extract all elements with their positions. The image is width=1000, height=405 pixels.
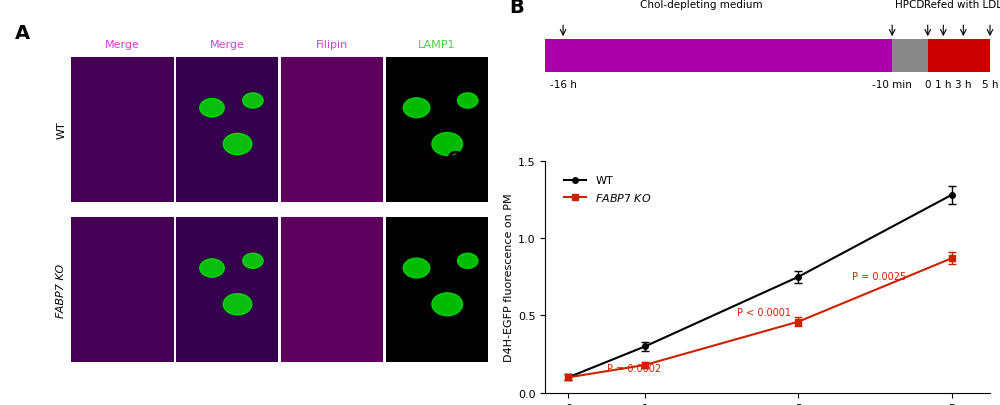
- FancyBboxPatch shape: [545, 40, 892, 72]
- Circle shape: [403, 258, 430, 278]
- FancyBboxPatch shape: [928, 40, 990, 72]
- Circle shape: [403, 98, 430, 118]
- FancyBboxPatch shape: [176, 218, 278, 362]
- Circle shape: [457, 94, 478, 109]
- Text: P < 0.0001: P < 0.0001: [737, 307, 791, 317]
- FancyBboxPatch shape: [71, 58, 174, 202]
- Circle shape: [243, 254, 263, 269]
- Legend: WT, $FABP7$ KO: WT, $FABP7$ KO: [560, 172, 656, 208]
- FancyBboxPatch shape: [892, 40, 928, 72]
- Text: C: C: [447, 150, 462, 169]
- FancyBboxPatch shape: [176, 58, 278, 202]
- Circle shape: [200, 99, 224, 117]
- Text: 1 h: 1 h: [935, 80, 952, 90]
- Circle shape: [223, 134, 252, 155]
- Circle shape: [243, 94, 263, 109]
- FancyBboxPatch shape: [281, 218, 383, 362]
- FancyBboxPatch shape: [281, 58, 383, 202]
- Text: 0: 0: [924, 80, 931, 90]
- Text: HPCD: HPCD: [895, 0, 925, 10]
- Text: FABP7 KO: FABP7 KO: [56, 263, 66, 317]
- Text: Filipin: Filipin: [316, 40, 348, 50]
- FancyBboxPatch shape: [176, 218, 278, 362]
- FancyBboxPatch shape: [386, 218, 488, 362]
- Text: WT: WT: [56, 122, 66, 139]
- FancyBboxPatch shape: [71, 218, 174, 362]
- Text: B: B: [510, 0, 524, 17]
- Text: A: A: [15, 23, 30, 43]
- FancyBboxPatch shape: [176, 58, 278, 202]
- Text: P = 0.0002: P = 0.0002: [607, 363, 661, 373]
- Text: Merge: Merge: [105, 40, 140, 50]
- Circle shape: [457, 254, 478, 269]
- FancyBboxPatch shape: [281, 218, 383, 362]
- Circle shape: [432, 133, 463, 156]
- Text: Refed with LDL: Refed with LDL: [924, 0, 1000, 10]
- FancyBboxPatch shape: [71, 218, 174, 362]
- FancyBboxPatch shape: [71, 58, 174, 202]
- Text: Merge: Merge: [210, 40, 245, 50]
- Circle shape: [223, 294, 252, 315]
- Text: P = 0.0025: P = 0.0025: [852, 272, 906, 282]
- Text: -10 min: -10 min: [872, 80, 912, 90]
- FancyBboxPatch shape: [281, 58, 383, 202]
- Text: 5 h: 5 h: [982, 80, 998, 90]
- Circle shape: [432, 293, 463, 316]
- Y-axis label: D4H-EGFP fluorescence on PM: D4H-EGFP fluorescence on PM: [504, 193, 514, 361]
- Text: LAMP1: LAMP1: [418, 40, 456, 50]
- Circle shape: [200, 259, 224, 277]
- Text: -16 h: -16 h: [550, 80, 577, 90]
- Text: Chol-depleting medium: Chol-depleting medium: [640, 0, 762, 10]
- Text: 3 h: 3 h: [955, 80, 972, 90]
- FancyBboxPatch shape: [386, 58, 488, 202]
